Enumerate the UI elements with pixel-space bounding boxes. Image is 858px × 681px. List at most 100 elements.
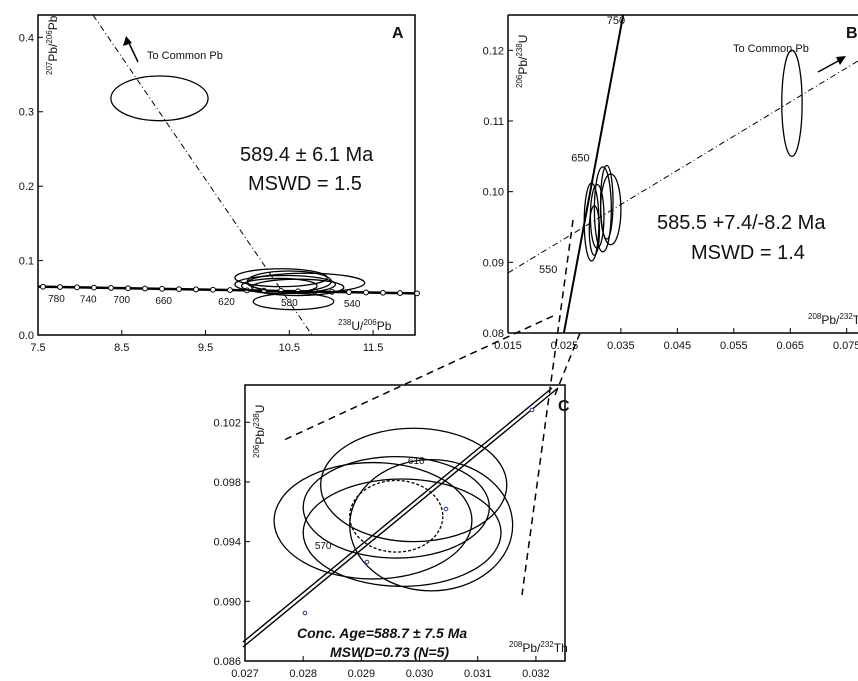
panel-b-age-label: 650 (571, 152, 589, 164)
panel-a-concordia-marker (176, 286, 182, 293)
panel-b: B 0.08 0.09 0.10 0.11 0.12 0.015 0.025 0.035 0.… (483, 14, 858, 352)
panel-a-y-ticks: 0.0 0.1 0.2 0.3 0.4 (19, 32, 43, 342)
panel-c-ellipse (273, 461, 473, 580)
panel-c-y-ticks: 0.086 0.090 0.094 0.098 0.102 (213, 417, 250, 668)
panel-a-y-tick-label: 0.1 (19, 256, 34, 268)
panel-b-x-tick-label: 0.025 (551, 340, 579, 352)
panel-c-concordia-upper (242, 387, 553, 643)
panel-b-y-tick-label: 0.11 (483, 116, 504, 128)
panel-b-x-tick-label: 0.035 (607, 340, 635, 352)
panel-a-frame (37, 14, 416, 336)
panel-a-age-label: 540 (344, 299, 361, 310)
panel-a-age-text: 589.4 ± 6.1 Ma (240, 144, 374, 166)
panel-a-age-label: 740 (80, 295, 97, 306)
panel-c-frame (244, 384, 566, 662)
panel-a-concordia-age-labels: 780 740 700 660 620 580 540 (48, 294, 361, 310)
panel-b-age-label: 550 (539, 264, 557, 276)
panel-b-common-pb-arrow (817, 56, 846, 73)
panel-c-x-tick-label: 0.029 (348, 668, 376, 680)
panel-a-common-pb-arrow (123, 36, 139, 63)
panel-a-age-label: 780 (48, 294, 65, 305)
panel-c-y-tick-label: 0.090 (213, 596, 241, 608)
panel-b-letter: B (846, 25, 858, 42)
panel-a-x-tick-label: 7.5 (30, 342, 45, 354)
panel-c-x-axis-label: 208Pb/232Th (509, 640, 568, 655)
panel-b-age-text: 585.5 +7.4/-8.2 Ma (657, 212, 826, 234)
panel-a-concordia (37, 285, 416, 295)
panel-a-letter: A (392, 25, 404, 42)
panel-c-age-label: 570 (315, 541, 332, 552)
panel-a-concordia-marker (125, 285, 131, 292)
panel-b-x-tick-label: 0.075 (833, 340, 858, 352)
panel-b-lines (507, 14, 858, 334)
panel-a-concordia-marker (40, 283, 46, 290)
panel-b-x-axis-label: 208Pb/232Th (808, 312, 858, 327)
panel-c-age-label: 610 (408, 456, 425, 467)
panel-b-ellipse (599, 173, 622, 246)
panel-b-y-tick-label: 0.08 (483, 328, 504, 340)
panel-c-ellipse (319, 427, 508, 543)
panel-c-x-tick-label: 0.031 (464, 668, 492, 680)
panel-c-concordia-marker (302, 610, 308, 616)
panel-b-discordia (507, 60, 858, 274)
panel-b-x-ticks: 0.015 0.025 0.035 0.045 0.055 0.065 0.075 (494, 328, 858, 352)
panel-a-concordia-marker (108, 285, 114, 291)
panel-a-age-label: 660 (155, 296, 172, 307)
panel-a-concordia-marker (346, 289, 352, 296)
panel-a-ellipse (246, 272, 366, 294)
panel-a-concordia-marker (397, 290, 403, 296)
panel-a-x-tick-label: 9.5 (198, 342, 213, 354)
panel-a-x-tick-label: 10.5 (279, 342, 300, 354)
panel-a-y-tick-label: 0.4 (19, 32, 34, 44)
panel-a-y-tick-label: 0.3 (19, 107, 34, 119)
panel-a-age-label: 620 (218, 297, 235, 308)
panel-a-concordia-marker (142, 285, 148, 292)
panel-b-y-tick-label: 0.10 (483, 187, 504, 199)
panel-a-x-axis-label: 238U/206Pb (338, 318, 392, 333)
panel-a-error-ellipses (110, 75, 366, 311)
panel-a-ellipse (110, 75, 209, 122)
panel-b-ellipse (593, 166, 612, 253)
panel-c-y-tick-label: 0.086 (213, 656, 241, 668)
panel-b-x-tick-label: 0.055 (720, 340, 748, 352)
panel-c-x-tick-label: 0.028 (289, 668, 317, 680)
panel-a-age-label: 580 (281, 298, 298, 309)
panel-c-concordia-marker (529, 407, 535, 413)
panel-c-concordia-age-labels: 610 570 (315, 456, 425, 552)
panel-c-y-axis-label: 206Pb/238U (252, 405, 267, 458)
panel-c-x-tick-label: 0.030 (406, 668, 434, 680)
panel-a-age-label: 700 (113, 295, 130, 306)
panel-a-ellipse (252, 292, 335, 311)
panel-c-concordia-age-ellipse (349, 479, 444, 553)
panel-b-error-ellipses (583, 49, 803, 262)
zoom-connector-lines (283, 219, 581, 596)
panel-b-concordia (562, 14, 625, 334)
panel-a-concordia-marker (74, 284, 80, 291)
panel-c-x-tick-label: 0.032 (522, 668, 550, 680)
panel-c-ellipse (349, 458, 514, 592)
panel-b-ellipse (588, 205, 601, 256)
panel-a-concordia-marker (380, 289, 386, 296)
panel-b-y-tick-label: 0.09 (483, 257, 504, 269)
panel-b-concordia-age-labels: 750 650 550 (539, 15, 625, 276)
panel-a-y-axis-label: 207Pb/206Pb (45, 15, 60, 75)
panel-b-age-label: 750 (607, 15, 625, 27)
panel-a-ellipse (234, 268, 328, 288)
panel-b-y-tick-label: 0.12 (483, 45, 504, 57)
panel-a-x-tick-label: 11.5 (363, 342, 384, 354)
panel-a-common-pb-label: To Common Pb (147, 50, 223, 62)
panel-c-mswd-text: MSWD=0.73 (N=5) (330, 644, 449, 660)
panel-c-concordia-marker (364, 559, 370, 565)
panel-a-concordia-marker (414, 290, 420, 297)
panel-c-error-ellipses (273, 427, 514, 592)
panel-b-x-tick-label: 0.065 (776, 340, 804, 352)
panel-c-concordia-lower (242, 387, 559, 648)
panel-b-x-tick-label: 0.015 (494, 340, 522, 352)
panel-b-y-axis-label: 206Pb/238U (515, 35, 530, 88)
panel-c-concordia-band (242, 387, 559, 648)
panel-b-y-ticks: 0.08 0.09 0.10 0.11 0.12 (483, 45, 513, 340)
panel-a-y-tick-label: 0.0 (19, 330, 34, 342)
panel-c-x-tick-label: 0.027 (231, 668, 259, 680)
